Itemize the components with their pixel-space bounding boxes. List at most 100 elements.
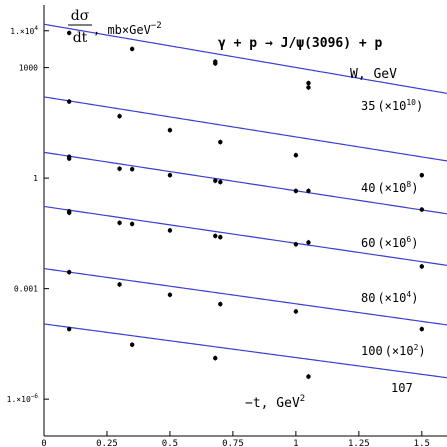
series-label-exponent: 10: [406, 98, 416, 107]
x-tick-label: 1.25: [348, 439, 370, 447]
series-label-number: 107: [391, 381, 413, 395]
data-point-60: [293, 188, 299, 194]
series-label-scale: (×10: [377, 291, 406, 305]
y-tick-exponent: 4: [34, 25, 38, 32]
series-label-close: ): [411, 181, 418, 195]
series-label-exponent: 2: [414, 343, 419, 352]
data-point-80: [218, 234, 223, 240]
series-label-100: 100 (×102): [361, 343, 426, 358]
series-label-number: 35: [361, 99, 375, 113]
series-label-number: 40: [361, 181, 375, 195]
x-tick-label: 0.75: [222, 439, 244, 447]
ylabel-denominator: dt: [73, 30, 88, 46]
xlabel-exp: 2: [300, 394, 305, 404]
series-label-close: ): [411, 291, 418, 305]
y-tick-label: 1: [33, 174, 38, 183]
y-tick-mantissa: 1: [33, 174, 38, 183]
xlabel-text: −t, GeV: [245, 396, 300, 411]
xlabel: −t, GeV2: [245, 394, 305, 411]
data-point-80: [293, 242, 299, 247]
data-point-100: [117, 282, 122, 287]
data-point-40: [419, 172, 425, 178]
series-label-exponent: 8: [406, 180, 411, 189]
fit-curve-80: [43, 205, 447, 266]
fit-curves: [43, 23, 447, 379]
data-point-35: [306, 85, 311, 90]
data-point-35: [213, 61, 218, 66]
data-point-107: [66, 326, 72, 332]
fit-curve-35: [43, 23, 447, 94]
data-point-100: [66, 269, 72, 275]
y-tick-mantissa: 1.×10: [7, 395, 31, 404]
y-quantity-label: dσ dt , mb×GeV−2: [68, 8, 162, 46]
series-label-exponent: 4: [406, 290, 411, 299]
x-tick-label: 0: [41, 439, 46, 447]
series-label-scale: (×10: [377, 181, 406, 195]
y-tick-label: 1.×10−6: [7, 393, 39, 404]
data-point-100: [419, 326, 425, 332]
series-label-close: ): [411, 236, 418, 250]
fit-curve-60: [43, 151, 447, 215]
data-point-107: [213, 355, 218, 361]
data-point-60: [66, 156, 72, 161]
series-label-40: 40 (×108): [361, 180, 418, 195]
series-label-60: 60 (×106): [361, 235, 418, 250]
data-point-40: [167, 127, 173, 133]
series-label-80: 80 (×104): [361, 290, 418, 305]
x-tick-label: 0.5: [162, 439, 178, 447]
data-point-40: [117, 113, 122, 119]
x-tick-label: 1: [293, 439, 298, 447]
data-point-35: [129, 46, 135, 52]
data-point-40: [218, 139, 223, 145]
series-label-close: ): [416, 99, 423, 113]
data-point-60: [129, 166, 135, 172]
data-point-100: [293, 309, 299, 314]
data-points: [66, 30, 425, 380]
data-point-60: [306, 188, 311, 194]
data-point-60: [213, 178, 218, 183]
series-label-number: 60: [361, 236, 375, 250]
data-point-60: [419, 207, 425, 212]
data-point-60: [117, 166, 122, 171]
series-label-exponent: 6: [406, 235, 411, 244]
y-tick-label: 0.001: [14, 285, 38, 294]
series-labels: 35 (×1010)40 (×108)60 (×106)80 (×104)100 (×10…: [361, 98, 426, 395]
y-tick-mantissa: 1000: [19, 64, 38, 73]
data-point-107: [129, 342, 135, 347]
ylabel-units: , mb×GeV−2: [93, 21, 162, 37]
data-point-40: [293, 152, 299, 158]
data-point-60: [167, 172, 173, 178]
y-tick-mantissa: 0.001: [14, 285, 38, 294]
data-point-80: [167, 228, 173, 233]
data-point-80: [306, 240, 311, 245]
fit-curve-107: [43, 323, 447, 379]
series-label-scale: (×10: [377, 99, 406, 113]
ylabel-units-exp: −2: [151, 21, 162, 31]
series-label-close: ): [418, 344, 425, 358]
x-tick-label: 0.25: [96, 439, 118, 447]
series-label-scale: (×10: [377, 236, 406, 250]
data-point-35: [306, 80, 311, 86]
legend-header: W, GeV: [350, 67, 397, 82]
series-label-107: 107: [391, 381, 413, 395]
y-tick-label: 1000: [19, 64, 38, 73]
series-label-number: 100: [361, 344, 383, 358]
data-point-40: [66, 99, 72, 104]
data-point-100: [167, 292, 173, 298]
data-point-80: [66, 210, 72, 215]
data-point-80: [419, 264, 425, 269]
y-tick-mantissa: 1.×10: [10, 27, 34, 36]
ylabel-numerator: dσ: [71, 8, 90, 24]
series-label-scale: (×10: [385, 344, 414, 358]
chart-title: γ + p → J/ψ(3096) + p: [218, 36, 383, 51]
data-point-107: [306, 374, 311, 379]
axis-ticks: 0 0.25 0.5 0.75 1 1.25 1.51.×104100010.0011.×1…: [7, 25, 430, 447]
data-point-35: [66, 30, 72, 36]
fit-curve-100: [43, 267, 447, 326]
data-point-60: [218, 179, 223, 185]
y-tick-label: 1.×104: [10, 25, 38, 36]
fit-curve-40: [43, 96, 447, 162]
y-tick-exponent: −6: [31, 393, 39, 400]
